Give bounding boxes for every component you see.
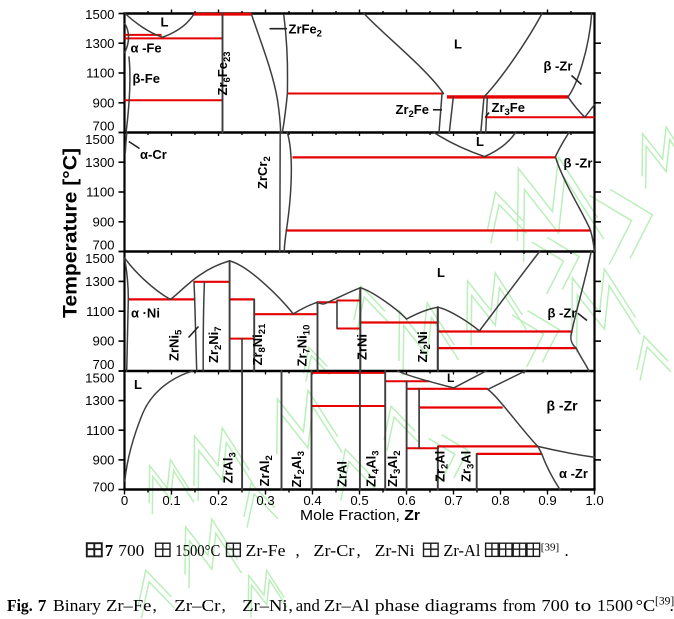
svg-text:700: 700 — [92, 237, 114, 252]
svg-text:1100: 1100 — [86, 304, 114, 319]
svg-text:0.8: 0.8 — [491, 493, 509, 508]
svg-text:1500: 1500 — [85, 371, 114, 386]
svg-text:.: . — [670, 596, 674, 615]
svg-text:Zr3​Al2​: Zr3​Al2​ — [385, 450, 403, 487]
svg-text:700: 700 — [92, 357, 114, 372]
svg-text:Zr–Cr: Zr–Cr — [174, 596, 221, 615]
svg-text:1300: 1300 — [85, 393, 114, 408]
svg-text:700: 700 — [541, 596, 569, 615]
svg-text:[39]: [39] — [541, 542, 559, 554]
svg-text:Mole Fraction, Zr: Mole Fraction, Zr — [300, 508, 420, 524]
svg-text:Zr3​Fe: Zr3​Fe — [492, 100, 525, 118]
svg-text:0.9: 0.9 — [538, 493, 556, 508]
svg-text:ZrAl: ZrAl — [334, 461, 349, 487]
svg-text:900: 900 — [92, 214, 114, 229]
svg-text:Fig.: Fig. — [7, 596, 33, 615]
svg-text:,: , — [296, 541, 300, 560]
svg-text:0.6: 0.6 — [397, 493, 415, 508]
svg-text:ZrAl3​: ZrAl3​ — [221, 452, 239, 483]
svg-text:ZrFe2​: ZrFe2​ — [289, 22, 322, 40]
svg-text:Temperature [°C]: Temperature [°C] — [61, 148, 82, 318]
svg-text:ZrNi5​: ZrNi5​ — [167, 329, 185, 361]
svg-text:1100: 1100 — [86, 66, 114, 81]
svg-text:ZrCr2​: ZrCr2​ — [255, 156, 273, 189]
svg-text:β -Zr: β -Zr — [548, 306, 577, 321]
svg-text:L: L — [476, 134, 484, 149]
svg-text:Zr–Al: Zr–Al — [324, 596, 370, 615]
svg-text:,: , — [222, 596, 226, 615]
svg-text:Zr–Ni: Zr–Ni — [242, 596, 288, 615]
svg-text:900: 900 — [92, 453, 114, 468]
svg-text:0.5: 0.5 — [350, 493, 368, 508]
svg-text:1100: 1100 — [86, 423, 114, 438]
svg-text:ZrAl2​: ZrAl2​ — [257, 455, 275, 486]
svg-text:L: L — [161, 15, 169, 30]
svg-text:Zr–Fe: Zr–Fe — [106, 596, 152, 615]
svg-text:[39]: [39] — [655, 596, 674, 608]
svg-text:Zr-Cr: Zr-Cr — [313, 541, 355, 560]
svg-text:700: 700 — [118, 541, 144, 560]
svg-text:,: , — [153, 596, 157, 615]
svg-text:α ·Ni: α ·Ni — [131, 306, 160, 321]
svg-text:L: L — [447, 371, 454, 385]
svg-text:1500: 1500 — [85, 251, 114, 266]
svg-text:Zr2​Fe: Zr2​Fe — [396, 102, 429, 120]
svg-text:1500°C: 1500°C — [175, 541, 220, 560]
svg-text:Zr-Ni: Zr-Ni — [375, 541, 415, 560]
svg-text:,: , — [289, 596, 293, 615]
svg-text:from: from — [503, 596, 537, 615]
svg-text:Zr2​Ni7​: Zr2​Ni7​ — [206, 326, 224, 363]
svg-text:Zr4​Al3​: Zr4​Al3​ — [364, 450, 382, 487]
svg-text:β -Zr: β -Zr — [547, 398, 579, 414]
svg-text:1100: 1100 — [86, 185, 114, 200]
svg-text:1500: 1500 — [597, 596, 633, 615]
svg-text:Binary: Binary — [53, 596, 101, 615]
svg-text:0.1: 0.1 — [162, 493, 180, 508]
svg-text:L: L — [454, 37, 462, 52]
svg-text:Zr2​Al3​: Zr2​Al3​ — [289, 451, 307, 488]
svg-text:and: and — [296, 596, 320, 615]
svg-text:0.4: 0.4 — [303, 493, 321, 508]
svg-text:β-Fe: β-Fe — [133, 71, 160, 86]
svg-text:α -Zr: α -Zr — [559, 466, 588, 481]
svg-text:900: 900 — [92, 334, 114, 349]
svg-text:phase: phase — [375, 596, 420, 615]
svg-text:.: . — [565, 541, 569, 560]
svg-text:1300: 1300 — [85, 274, 114, 289]
svg-text:Zr3​Al: Zr3​Al — [459, 451, 477, 482]
svg-text:Zr2​Al: Zr2​Al — [433, 451, 451, 482]
svg-text:1300: 1300 — [85, 36, 114, 51]
svg-text:ZrNi: ZrNi — [355, 334, 370, 360]
svg-text:700: 700 — [92, 480, 114, 495]
svg-text:0.2: 0.2 — [209, 493, 227, 508]
svg-text:1500: 1500 — [85, 7, 114, 22]
svg-text:L: L — [437, 265, 445, 280]
svg-text:0.7: 0.7 — [444, 493, 462, 508]
svg-text:diagrams: diagrams — [425, 596, 497, 615]
svg-text:700: 700 — [92, 118, 114, 133]
svg-text:β -Zr: β -Zr — [544, 59, 573, 74]
svg-text:1300: 1300 — [85, 155, 114, 170]
svg-text:Zr-Fe: Zr-Fe — [246, 541, 286, 560]
svg-text:Zr8​Ni21​: Zr8​Ni21​ — [250, 323, 268, 366]
svg-text:Zr6​Fe23​: Zr6​Fe23​ — [215, 51, 233, 95]
svg-text:7: 7 — [38, 596, 47, 615]
svg-text:900: 900 — [92, 95, 114, 110]
svg-text:β -Zr: β -Zr — [564, 156, 593, 171]
svg-text:0: 0 — [121, 493, 128, 508]
svg-text:L: L — [134, 377, 142, 392]
svg-text:,: , — [357, 541, 361, 560]
svg-text:Zr7​Ni10​: Zr7​Ni10​ — [295, 325, 313, 367]
svg-text:Zr-Al: Zr-Al — [443, 541, 480, 560]
svg-text:to: to — [575, 596, 592, 615]
svg-text:1.0: 1.0 — [585, 493, 603, 508]
svg-text:α -Fe: α -Fe — [131, 41, 162, 56]
svg-text:7: 7 — [105, 541, 113, 560]
svg-text:°C: °C — [636, 596, 656, 615]
svg-text:α-Cr: α-Cr — [140, 147, 167, 162]
svg-text:1500: 1500 — [85, 132, 114, 147]
svg-text:0.3: 0.3 — [256, 493, 274, 508]
svg-text:Zr2​Ni: Zr2​Ni — [415, 331, 433, 362]
